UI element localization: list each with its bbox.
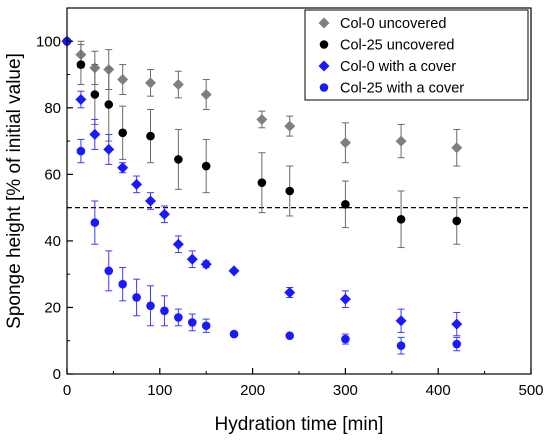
data-point — [132, 293, 141, 302]
plot-area — [61, 35, 531, 355]
data-point — [117, 162, 129, 174]
legend-marker — [318, 60, 330, 72]
y-tick-label: 80 — [44, 100, 61, 117]
legend-marker — [319, 83, 329, 92]
data-point — [229, 329, 239, 339]
data-point — [145, 195, 157, 207]
axes: 0 100 200 300 400 500 0 20 40 60 80 100 — [36, 7, 544, 399]
x-tick-label: 200 — [240, 382, 265, 399]
y-tick-label: 60 — [44, 166, 61, 183]
data-point — [118, 279, 127, 289]
data-point — [200, 258, 212, 270]
data-point — [341, 200, 350, 209]
legend-box — [304, 9, 529, 101]
x-tick-label: 0 — [63, 382, 71, 399]
data-point — [341, 334, 350, 344]
data-point — [396, 341, 406, 351]
legend-label: Col-25 uncovered — [340, 38, 454, 54]
data-point — [174, 313, 183, 322]
data-point — [285, 331, 295, 341]
data-point — [339, 137, 351, 149]
data-point — [395, 315, 407, 327]
legend-marker — [318, 17, 330, 29]
series-3 — [61, 35, 463, 337]
data-point — [90, 90, 100, 99]
data-point — [257, 178, 267, 187]
data-point — [228, 265, 240, 277]
legend-label: Col-0 uncovered — [340, 16, 446, 32]
data-point — [451, 318, 463, 330]
y-tick-label: 100 — [36, 33, 61, 50]
data-point — [76, 146, 86, 156]
data-point — [452, 339, 462, 349]
legend-label: Col-0 with a cover — [340, 59, 456, 75]
data-point — [339, 293, 351, 305]
data-point — [117, 74, 129, 86]
data-point — [452, 216, 462, 226]
data-point — [90, 218, 100, 227]
data-point — [118, 128, 127, 138]
data-point — [174, 155, 183, 164]
data-point — [76, 60, 86, 69]
data-point — [172, 79, 184, 91]
x-tick-label: 100 — [147, 382, 172, 399]
data-point — [256, 113, 268, 125]
data-point — [146, 301, 155, 311]
data-point — [201, 161, 211, 171]
data-point — [145, 77, 157, 89]
data-point — [104, 266, 114, 276]
y-tick-label: 0 — [53, 366, 61, 383]
data-point — [395, 135, 407, 147]
data-point — [160, 306, 169, 316]
legend: Col-0 uncovered Col-25 uncovered Col-0 wit… — [304, 9, 529, 101]
data-point — [104, 100, 114, 109]
data-point — [103, 143, 115, 155]
data-point — [131, 178, 143, 190]
y-tick-label: 40 — [44, 233, 61, 250]
data-point — [172, 238, 184, 250]
y-axis-label: Sponge height [% of initial value] — [4, 53, 25, 329]
x-tick-label: 500 — [518, 382, 543, 399]
data-point — [396, 214, 406, 224]
data-point — [284, 286, 296, 298]
data-point — [201, 321, 211, 331]
data-point — [200, 89, 212, 101]
data-point — [451, 142, 463, 154]
series-4 — [76, 138, 462, 355]
data-point — [146, 131, 155, 141]
data-point — [284, 120, 296, 132]
x-tick-label: 300 — [333, 382, 358, 399]
data-point — [75, 94, 87, 105]
data-point — [187, 318, 197, 327]
y-tick-label: 20 — [44, 299, 61, 316]
legend-marker — [319, 40, 329, 49]
data-point — [186, 253, 198, 265]
x-axis-label: Hydration time [min] — [215, 414, 384, 435]
data-point — [158, 208, 170, 220]
x-tick-label: 400 — [426, 382, 451, 399]
series-2 — [62, 36, 462, 249]
data-point — [285, 186, 295, 196]
data-point — [89, 128, 101, 140]
legend-label: Col-25 with a cover — [340, 81, 464, 97]
